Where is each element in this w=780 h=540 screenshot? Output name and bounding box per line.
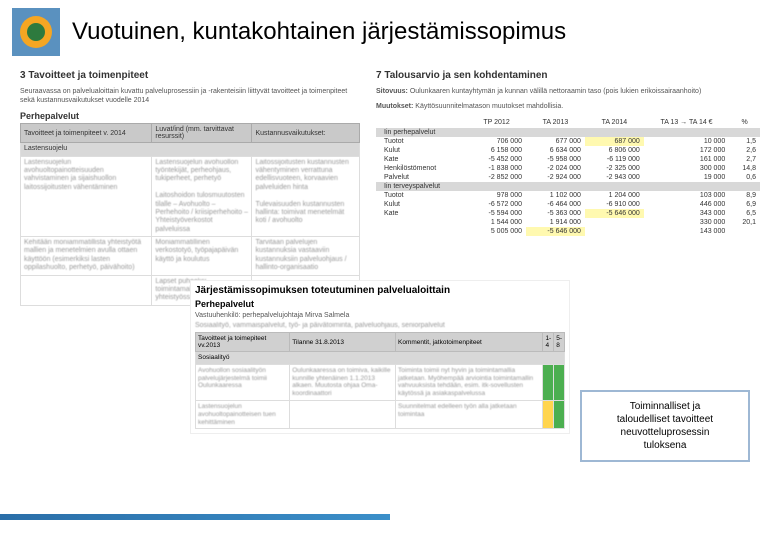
status-yellow: [543, 400, 554, 428]
overlay-small: Sosiaalityö, vammaispalvelut, työ- ja pä…: [195, 322, 565, 329]
fin-row: Kulut6 158 0006 634 0006 806 000172 0002…: [376, 146, 760, 155]
overlay-table: Tavoitteet ja toimepiteet vv.2013 Tilann…: [195, 332, 565, 429]
section-7-title: 7 Talousarvio ja sen kohdentaminen: [376, 70, 760, 81]
right-column: 7 Talousarvio ja sen kohdentaminen Sitov…: [376, 64, 760, 306]
content: 3 Tavoitteet ja toimenpiteet Seuraavassa…: [0, 64, 780, 306]
cat-perhepalvelut: Iin perhepalvelut: [376, 128, 760, 137]
page-title: Vuotuinen, kuntakohtainen järjestämissop…: [72, 18, 566, 46]
section-3-title: 3 Tavoitteet ja toimenpiteet: [20, 70, 360, 81]
ov-cat: Sosiaalityö: [196, 352, 565, 365]
status-green: [554, 400, 565, 428]
callout-line: taloudelliset tavoitteet: [590, 413, 740, 426]
callout-box: Toiminnalliset ja taloudelliset tavoitte…: [580, 390, 750, 462]
callout-line: neuvotteluprosessin: [590, 426, 740, 439]
muutokset: Muutokset: Käyttösuunnitelmatason muutok…: [376, 102, 760, 111]
section-3-desc: Seuraavassa on palvelualoittain kuvattu …: [20, 87, 360, 105]
sitovuus: Sitovuus: Oulunkaaren kuntayhtymän ja ku…: [376, 87, 760, 96]
status-green: [554, 364, 565, 400]
fin-row: Tuotot978 0001 102 0001 204 000103 0008,…: [376, 191, 760, 200]
overlay-panel: Järjestämissopimuksen toteutuminen palve…: [190, 280, 570, 434]
fin-row: Kulut-6 572 000-6 464 000-6 910 000446 0…: [376, 200, 760, 209]
callout-line: tuloksena: [590, 439, 740, 452]
footer-bar: [0, 514, 390, 520]
fin-row: Palvelut-2 852 000-2 924 000-2 943 00019…: [376, 173, 760, 182]
fin-header: TP 2012 TA 2013 TA 2014 TA 13 → TA 14 € …: [376, 117, 760, 128]
overlay-resp: Vastuuhenkilö: perhepalvelujohtaja Mirva…: [195, 312, 565, 319]
callout-line: Toiminnalliset ja: [590, 400, 740, 413]
ov-row: Avohuollon sosiaalityön palvelujärjestel…: [196, 364, 565, 400]
table-row: Kehitään moniammatillista yhteistyötä ma…: [21, 237, 360, 276]
overlay-sub: Perhepalvelut: [195, 299, 565, 309]
fin-row: Kate-5 452 000-5 958 000-6 119 000161 00…: [376, 155, 760, 164]
fin-row: Kate-5 594 000-5 363 000-5 646 000343 00…: [376, 209, 760, 218]
fin-row: Tuotot706 000677 000687 00010 0001,5: [376, 137, 760, 146]
col-luvat: Luvat/ind (mm. tarvittavat resurssit): [152, 124, 252, 143]
table-row: Lastensuojelun avohuoltopainotteisuuden …: [21, 156, 360, 237]
cat-lastensuojelu: Lastensuojelu: [21, 143, 360, 156]
fin-row: 5 005 000-5 646 000143 000: [376, 227, 760, 236]
fin-row: 1 544 0001 914 000330 00020,1: [376, 218, 760, 227]
fin-row: Henkilöstömenot-1 838 000-2 024 000-2 32…: [376, 164, 760, 173]
col-tavoitteet: Tavoitteet ja toimenpiteet v. 2014: [21, 124, 152, 143]
goals-table: Tavoitteet ja toimenpiteet v. 2014 Luvat…: [20, 123, 360, 306]
left-column: 3 Tavoitteet ja toimenpiteet Seuraavassa…: [20, 64, 360, 306]
cat-terveyspalvelut: Iin terveyspalvelut: [376, 182, 760, 191]
finance-table: TP 2012 TA 2013 TA 2014 TA 13 → TA 14 € …: [376, 117, 760, 236]
col-kustannus: Kustannusvaikutukset:: [252, 124, 360, 143]
logo: [12, 8, 60, 56]
ov-row: Lastensuojelun avohuoltopainotteisen tue…: [196, 400, 565, 428]
header: Vuotuinen, kuntakohtainen järjestämissop…: [0, 0, 780, 64]
overlay-title: Järjestämissopimuksen toteutuminen palve…: [195, 285, 565, 296]
status-green: [543, 364, 554, 400]
perhepalvelut-heading: Perhepalvelut: [20, 111, 360, 121]
